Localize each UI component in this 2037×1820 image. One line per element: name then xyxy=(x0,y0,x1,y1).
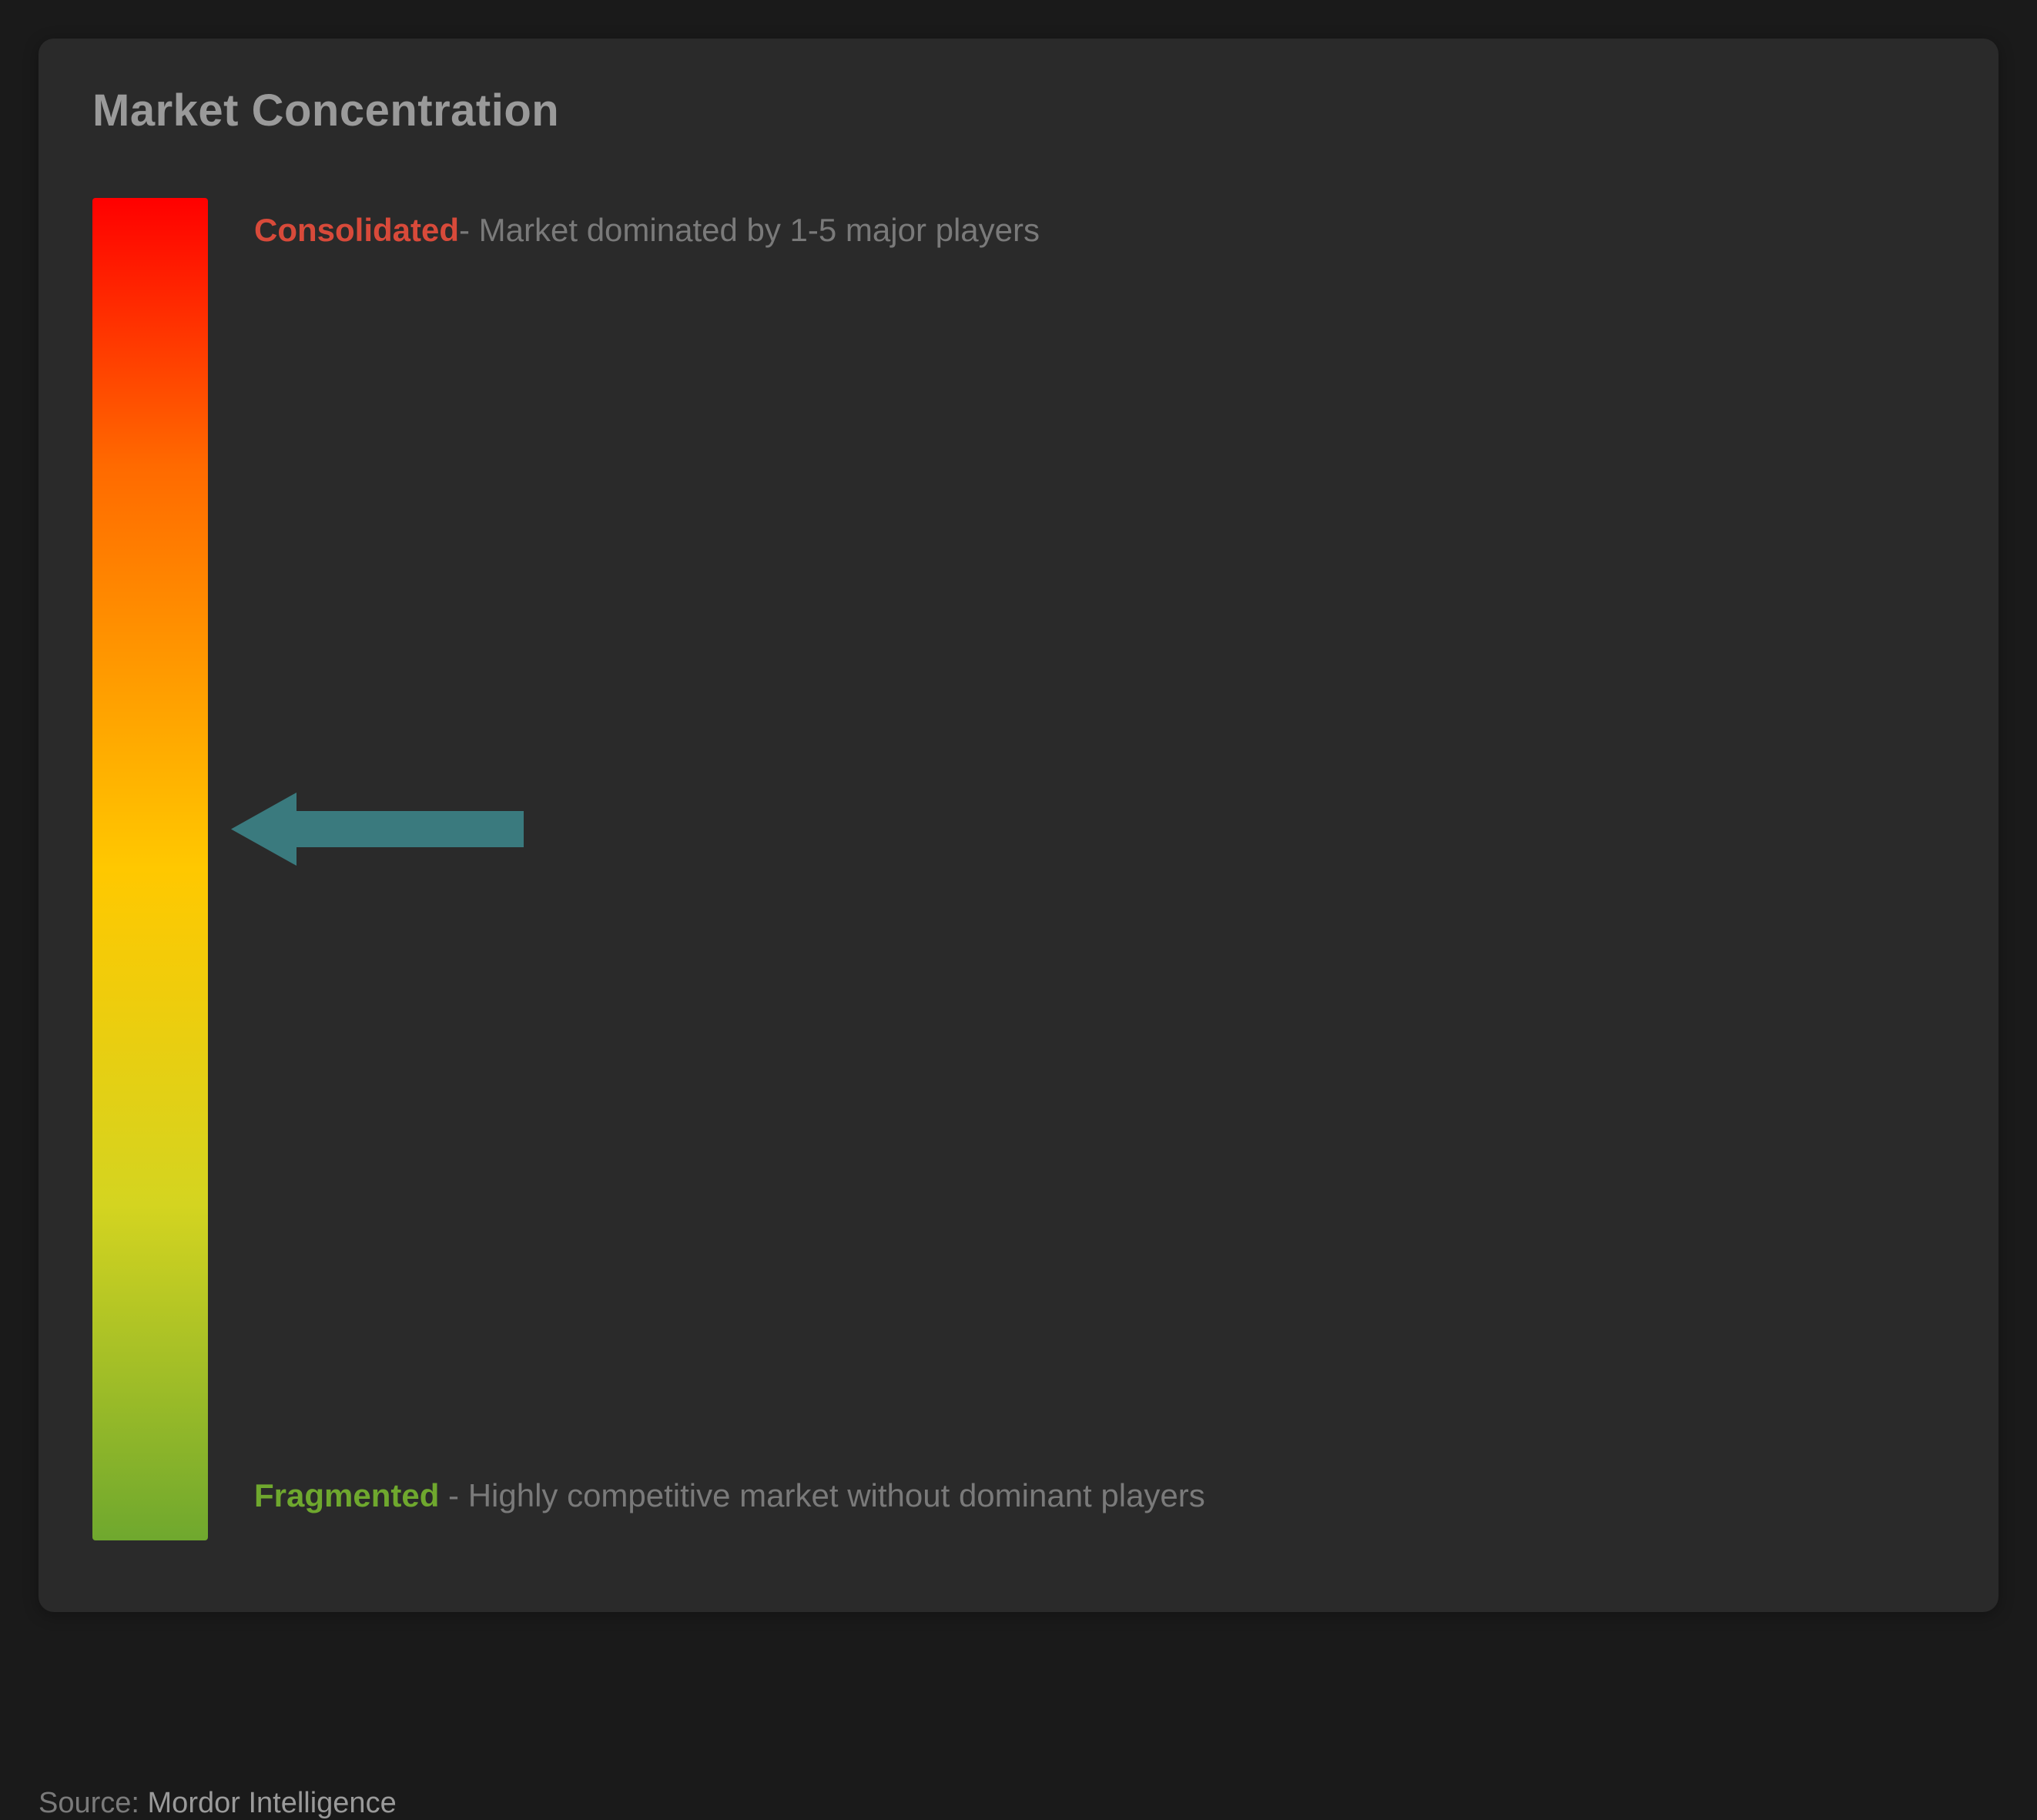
chart-content: Consolidated- Market dominated by 1-5 ma… xyxy=(92,198,1945,1540)
concentration-gradient-bar xyxy=(92,198,208,1540)
market-concentration-card: Market Concentration Consolidated- Marke… xyxy=(39,39,1998,1612)
chart-title: Market Concentration xyxy=(92,85,1945,136)
source-line: Source: Mordor Intelligence xyxy=(39,1787,397,1820)
source-label: Source: xyxy=(39,1787,139,1819)
left-arrow-icon xyxy=(231,793,524,866)
fragmented-desc: - Highly competitive market without domi… xyxy=(439,1477,1204,1513)
labels-area: Consolidated- Market dominated by 1-5 ma… xyxy=(254,198,1945,1540)
source-value: Mordor Intelligence xyxy=(148,1787,397,1819)
consolidated-desc: - Market dominated by 1-5 major players xyxy=(459,212,1040,248)
fragmented-bold: Fragmented xyxy=(254,1477,439,1513)
indicator-arrow-wrapper xyxy=(231,793,524,866)
fragmented-label: Fragmented - Highly competitive market w… xyxy=(254,1466,1205,1525)
consolidated-label: Consolidated- Market dominated by 1-5 ma… xyxy=(254,206,1040,254)
consolidated-bold: Consolidated xyxy=(254,212,459,248)
